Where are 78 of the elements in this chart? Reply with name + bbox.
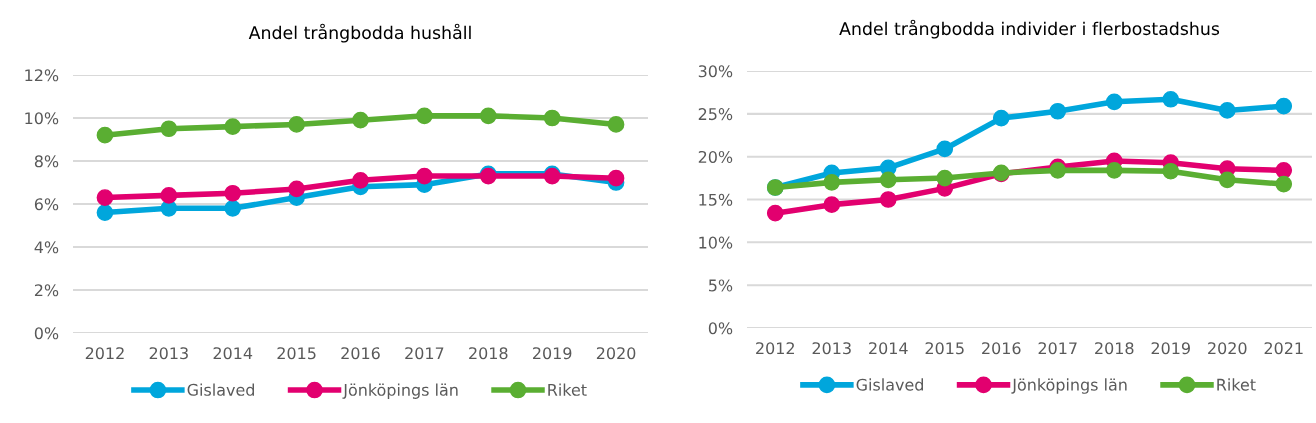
y-tick-label: 12% — [25, 69, 59, 82]
y-tick-label: 10% — [25, 112, 59, 125]
y-tick-label: 4% — [34, 241, 59, 254]
y-tick-label: 6% — [34, 198, 59, 211]
point — [992, 109, 1010, 127]
y-tick-label: 5% — [709, 279, 733, 292]
point — [1049, 102, 1067, 120]
point — [224, 184, 242, 202]
legend-label: Gislaved — [187, 383, 254, 396]
point — [766, 204, 784, 222]
point — [1218, 171, 1236, 189]
x-tick-label: 2013 — [149, 347, 188, 360]
legend-label: Jönköpings län — [1011, 378, 1127, 394]
point — [96, 126, 114, 144]
point — [1275, 162, 1293, 179]
legend-label: Gislaved — [856, 378, 923, 391]
point — [96, 189, 114, 206]
point — [1162, 162, 1180, 180]
chart-title: Andel trångbodda individer i flerbostadshus — [839, 19, 1220, 39]
x-tick-label: 2017 — [1038, 342, 1077, 355]
point — [936, 140, 954, 158]
legend-label: Riket — [1217, 378, 1256, 391]
y-tick-label: 8% — [34, 155, 59, 168]
point — [607, 169, 625, 187]
y-tick-label: 10% — [699, 236, 733, 249]
x-tick-label: 2016 — [341, 347, 380, 360]
point — [1105, 93, 1123, 111]
point — [1275, 97, 1293, 115]
point — [1275, 175, 1293, 193]
y-tick-label: 0% — [708, 322, 733, 335]
point — [160, 120, 178, 138]
point — [1162, 90, 1180, 108]
y-tick-label: 2% — [34, 284, 59, 297]
y-tick-label: 25% — [698, 108, 733, 121]
point — [96, 204, 114, 221]
point — [288, 180, 305, 198]
x-tick-label: 2017 — [405, 347, 444, 360]
x-tick-label: 2020 — [1208, 342, 1247, 355]
x-tick-label: 2014 — [869, 342, 908, 355]
point — [607, 116, 625, 133]
x-tick-label: 2014 — [213, 347, 253, 360]
y-tick-label: 0% — [34, 327, 59, 340]
x-tick-label: 2016 — [982, 342, 1021, 355]
point — [288, 116, 305, 133]
point — [1105, 162, 1123, 179]
point — [224, 118, 242, 135]
x-tick-label: 2018 — [1095, 342, 1134, 355]
x-tick-label: 2019 — [1151, 342, 1190, 355]
x-tick-label: 2019 — [533, 347, 572, 360]
legend-label: Riket — [548, 383, 587, 396]
x-tick-label: 2021 — [1264, 342, 1303, 355]
point — [416, 107, 433, 125]
x-tick-label: 2013 — [812, 342, 851, 355]
x-tick-label: 2012 — [756, 342, 794, 355]
point — [823, 174, 841, 191]
point — [1049, 162, 1067, 179]
x-tick-label: 2015 — [277, 347, 316, 360]
point — [160, 187, 178, 204]
x-tick-label: 2015 — [925, 342, 964, 355]
point — [224, 199, 242, 217]
x-tick-label: 2012 — [85, 347, 124, 360]
y-tick-label: 20% — [698, 150, 733, 163]
y-tick-label: 15% — [699, 193, 733, 206]
x-tick-label: 2020 — [596, 347, 636, 360]
point — [823, 196, 841, 213]
point — [936, 169, 954, 187]
y-tick-label: 30% — [698, 65, 733, 78]
point — [543, 109, 561, 127]
point — [352, 111, 369, 129]
point — [416, 167, 433, 185]
point — [879, 171, 897, 189]
point — [1218, 102, 1236, 119]
point — [479, 107, 497, 125]
point — [879, 191, 897, 208]
chart-title: Andel trångbodda hushåll — [248, 23, 471, 43]
point — [352, 172, 369, 189]
x-tick-label: 2018 — [469, 347, 508, 360]
legend-label: Jönköpings län — [342, 383, 458, 399]
